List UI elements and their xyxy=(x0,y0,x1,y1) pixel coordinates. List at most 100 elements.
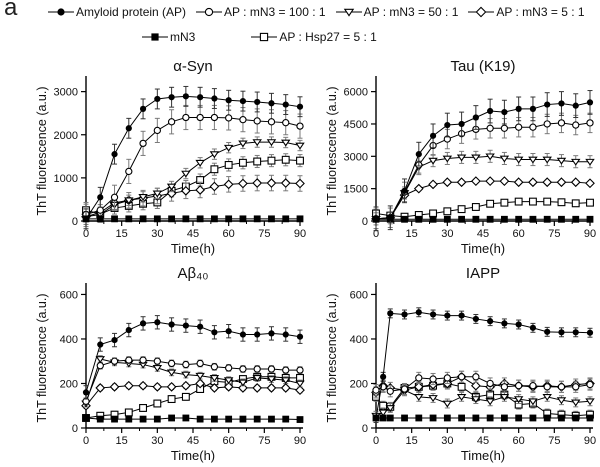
open-triangle-marker xyxy=(209,151,220,159)
filled-square-marker xyxy=(558,414,565,422)
y-tick-label: 200 xyxy=(60,378,78,390)
filled-circle-marker xyxy=(572,102,579,109)
series-filled-square xyxy=(82,414,304,423)
series-open-diamond xyxy=(81,378,305,411)
open-diamond-marker xyxy=(138,380,148,391)
open-triangle-marker xyxy=(195,159,205,167)
x-tick-label: 45 xyxy=(187,435,199,447)
filled-square-marker xyxy=(282,415,290,423)
series-filled-square xyxy=(372,414,594,422)
open-diamond-marker xyxy=(238,178,248,189)
open-diamond-marker xyxy=(223,179,234,190)
open-circle-marker xyxy=(153,126,161,135)
filled-square-marker xyxy=(225,215,233,223)
open-circle-marker xyxy=(386,387,394,395)
open-diamond-marker xyxy=(166,381,177,392)
open-diamond-marker xyxy=(442,177,453,188)
open-diamond-marker xyxy=(499,176,510,186)
open-triangle-marker xyxy=(238,140,248,148)
legend-label: AP : mN3 = 100 : 1 xyxy=(224,5,326,19)
open-triangle-marker xyxy=(471,154,481,162)
open-square-marker xyxy=(571,199,580,208)
open-diamond-marker xyxy=(470,176,481,186)
x-tick-label: 45 xyxy=(477,435,489,447)
x-axis-label: Time(h) xyxy=(460,241,506,256)
open-triangle-marker xyxy=(295,142,305,150)
legend-item: AP : mN3 = 5 : 1 xyxy=(468,5,585,19)
open-circle-marker xyxy=(239,116,247,124)
open-triangle-marker xyxy=(166,183,177,191)
open-triangle-marker xyxy=(428,157,438,165)
filled-circle-marker xyxy=(125,326,132,334)
open-circle-marker xyxy=(515,123,523,131)
open-triangle-marker xyxy=(428,395,438,403)
filled-circle-marker xyxy=(57,8,65,16)
filled-circle-marker xyxy=(197,323,204,330)
open-circle-marker xyxy=(253,365,261,373)
filled-square-marker xyxy=(415,215,423,223)
open-diamond-marker xyxy=(428,179,438,190)
open-square-marker xyxy=(557,198,566,207)
y-tick-label: 600 xyxy=(60,289,78,301)
x-tick-label: 30 xyxy=(151,228,163,240)
open-circle-marker xyxy=(167,359,176,368)
open-triangle-marker xyxy=(252,375,262,382)
filled-circle-marker xyxy=(97,341,104,348)
open-circle-marker xyxy=(415,374,423,382)
open-circle-marker xyxy=(110,193,119,201)
filled-square-icon xyxy=(142,33,168,41)
filled-circle-marker xyxy=(444,121,451,129)
filled-circle-marker xyxy=(139,320,147,327)
series-open-triangle xyxy=(371,149,595,226)
series-filled-square xyxy=(372,215,594,223)
filled-square-marker xyxy=(268,415,275,423)
x-tick-label: 90 xyxy=(584,228,596,240)
open-square-marker xyxy=(260,32,269,42)
series-open-circle xyxy=(372,370,594,398)
open-square-marker xyxy=(124,408,133,417)
x-tick-label: 75 xyxy=(548,435,560,447)
open-circle-icon xyxy=(196,7,223,17)
open-triangle-marker xyxy=(152,190,163,198)
filled-circle-marker xyxy=(168,321,175,328)
filled-circle-marker xyxy=(225,97,232,104)
open-triangle-marker xyxy=(378,409,388,417)
open-diamond-marker xyxy=(570,177,581,188)
y-tick-label: 2000 xyxy=(54,130,78,142)
filled-circle-marker xyxy=(458,120,465,128)
y-tick-label: 0 xyxy=(362,423,368,435)
open-diamond-marker xyxy=(195,185,206,195)
open-diamond-marker xyxy=(280,383,291,393)
open-diamond-marker xyxy=(485,176,496,186)
open-triangle-marker xyxy=(181,371,191,379)
open-circle-marker xyxy=(225,364,233,372)
legend-label: AP : Hsp27 = 5 : 1 xyxy=(279,30,377,44)
open-triangle-marker xyxy=(513,156,524,164)
open-triangle-marker xyxy=(499,155,510,163)
filled-circle-marker xyxy=(586,99,594,106)
y-tick-label: 6000 xyxy=(344,87,368,99)
open-square-marker xyxy=(153,399,162,408)
x-tick-label: 0 xyxy=(83,435,89,447)
filled-circle-marker xyxy=(239,331,247,338)
open-square-marker xyxy=(586,198,594,207)
open-triangle-marker xyxy=(209,375,220,382)
open-triangle-marker xyxy=(252,139,262,147)
legend-label: AP : mN3 = 5 : 1 xyxy=(496,5,585,19)
legend-item: AP : Hsp27 = 5 : 1 xyxy=(251,30,377,44)
open-circle-marker xyxy=(182,360,190,369)
series-filled-circle xyxy=(82,315,304,400)
filled-circle-marker xyxy=(225,328,232,335)
open-triangle-marker xyxy=(585,158,595,166)
filled-circle-marker xyxy=(239,98,247,105)
filled-circle-marker xyxy=(168,94,175,101)
filled-circle-marker xyxy=(572,329,579,336)
open-diamond-marker xyxy=(123,380,134,391)
x-tick-label: 45 xyxy=(187,228,199,240)
open-diamond-marker xyxy=(295,385,305,396)
open-diamond-marker xyxy=(585,178,595,189)
filled-square-marker xyxy=(558,215,565,223)
y-axis: 0 200 400 600 xyxy=(60,283,87,435)
filled-square-marker xyxy=(196,415,204,423)
filled-square-marker xyxy=(182,215,190,223)
